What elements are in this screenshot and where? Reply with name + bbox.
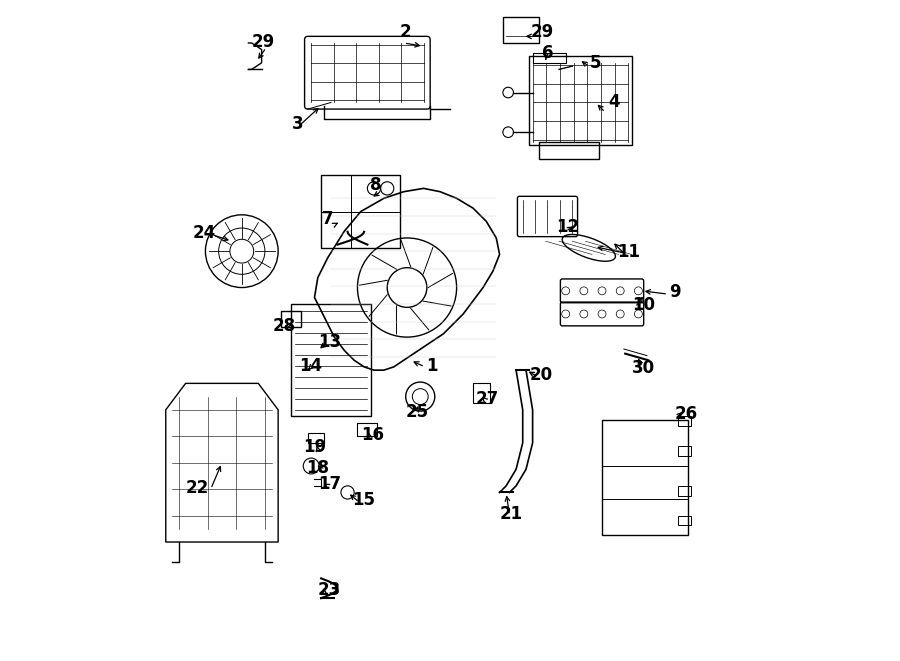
Text: 3: 3 <box>292 115 304 134</box>
Text: 2: 2 <box>400 22 411 41</box>
Text: 16: 16 <box>361 426 384 444</box>
Text: 27: 27 <box>476 389 500 408</box>
Bar <box>539 142 599 159</box>
Bar <box>533 53 566 63</box>
Text: 9: 9 <box>669 283 680 301</box>
Text: 12: 12 <box>556 217 580 236</box>
Bar <box>678 486 691 496</box>
Text: 13: 13 <box>318 332 341 351</box>
Bar <box>473 383 490 403</box>
Text: 25: 25 <box>405 403 428 421</box>
Text: 17: 17 <box>318 475 341 493</box>
Bar <box>529 56 632 145</box>
Text: 6: 6 <box>542 44 554 62</box>
Text: 5: 5 <box>590 54 601 73</box>
Text: 18: 18 <box>306 459 329 477</box>
Bar <box>678 516 691 525</box>
Text: 21: 21 <box>500 505 522 524</box>
Text: 1: 1 <box>427 357 438 375</box>
Text: 23: 23 <box>318 580 341 599</box>
Text: 15: 15 <box>352 491 375 510</box>
Text: 26: 26 <box>675 405 698 424</box>
Text: 14: 14 <box>300 356 323 375</box>
Bar <box>292 304 371 416</box>
Text: 11: 11 <box>617 243 640 261</box>
Text: 28: 28 <box>273 317 296 335</box>
Text: 24: 24 <box>193 223 216 242</box>
Text: 19: 19 <box>303 438 326 457</box>
Bar <box>321 175 400 248</box>
Text: 22: 22 <box>186 479 209 497</box>
Bar <box>678 446 691 456</box>
Text: 10: 10 <box>632 295 655 314</box>
Bar <box>357 423 377 436</box>
Bar <box>602 420 688 535</box>
Bar <box>308 433 324 443</box>
Text: 8: 8 <box>370 176 382 194</box>
Text: 29: 29 <box>531 23 554 42</box>
Bar <box>282 311 302 327</box>
Text: 30: 30 <box>632 359 655 377</box>
Text: 29: 29 <box>252 32 275 51</box>
Text: 4: 4 <box>608 93 620 112</box>
Text: 7: 7 <box>322 210 334 229</box>
Text: 20: 20 <box>530 366 553 385</box>
Bar <box>503 17 539 43</box>
Bar <box>678 416 691 426</box>
